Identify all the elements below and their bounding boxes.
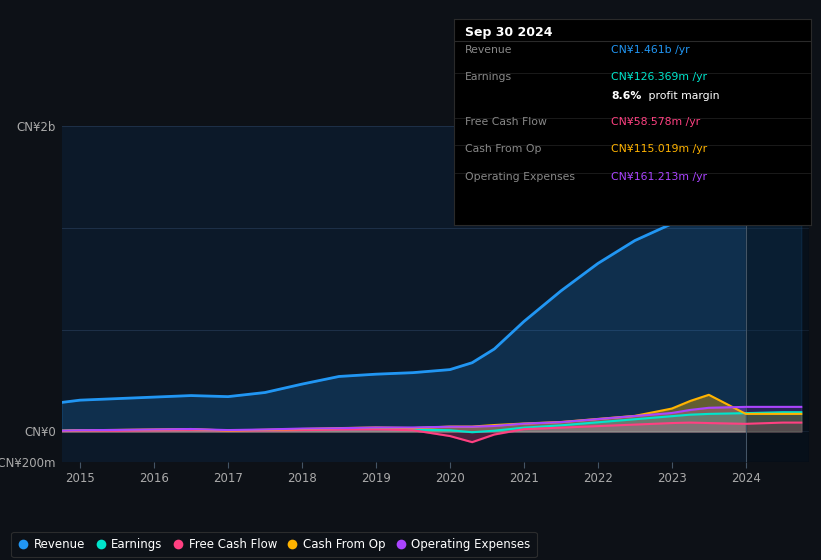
Text: 8.6%: 8.6%	[611, 91, 641, 101]
Text: Operating Expenses: Operating Expenses	[465, 171, 575, 181]
Text: CN¥115.019m /yr: CN¥115.019m /yr	[611, 144, 707, 153]
Text: Sep 30 2024: Sep 30 2024	[465, 26, 553, 39]
Legend: Revenue, Earnings, Free Cash Flow, Cash From Op, Operating Expenses: Revenue, Earnings, Free Cash Flow, Cash …	[11, 532, 537, 557]
Text: CN¥58.578m /yr: CN¥58.578m /yr	[611, 117, 700, 127]
Text: Free Cash Flow: Free Cash Flow	[465, 117, 547, 127]
Text: Cash From Op: Cash From Op	[465, 144, 541, 153]
Bar	[745, 126, 809, 462]
Text: CN¥1.461b /yr: CN¥1.461b /yr	[611, 45, 690, 55]
Text: Earnings: Earnings	[465, 72, 511, 82]
Text: profit margin: profit margin	[645, 91, 719, 101]
Text: Revenue: Revenue	[465, 45, 512, 55]
Text: CN¥161.213m /yr: CN¥161.213m /yr	[611, 171, 707, 181]
Text: CN¥126.369m /yr: CN¥126.369m /yr	[611, 72, 707, 82]
